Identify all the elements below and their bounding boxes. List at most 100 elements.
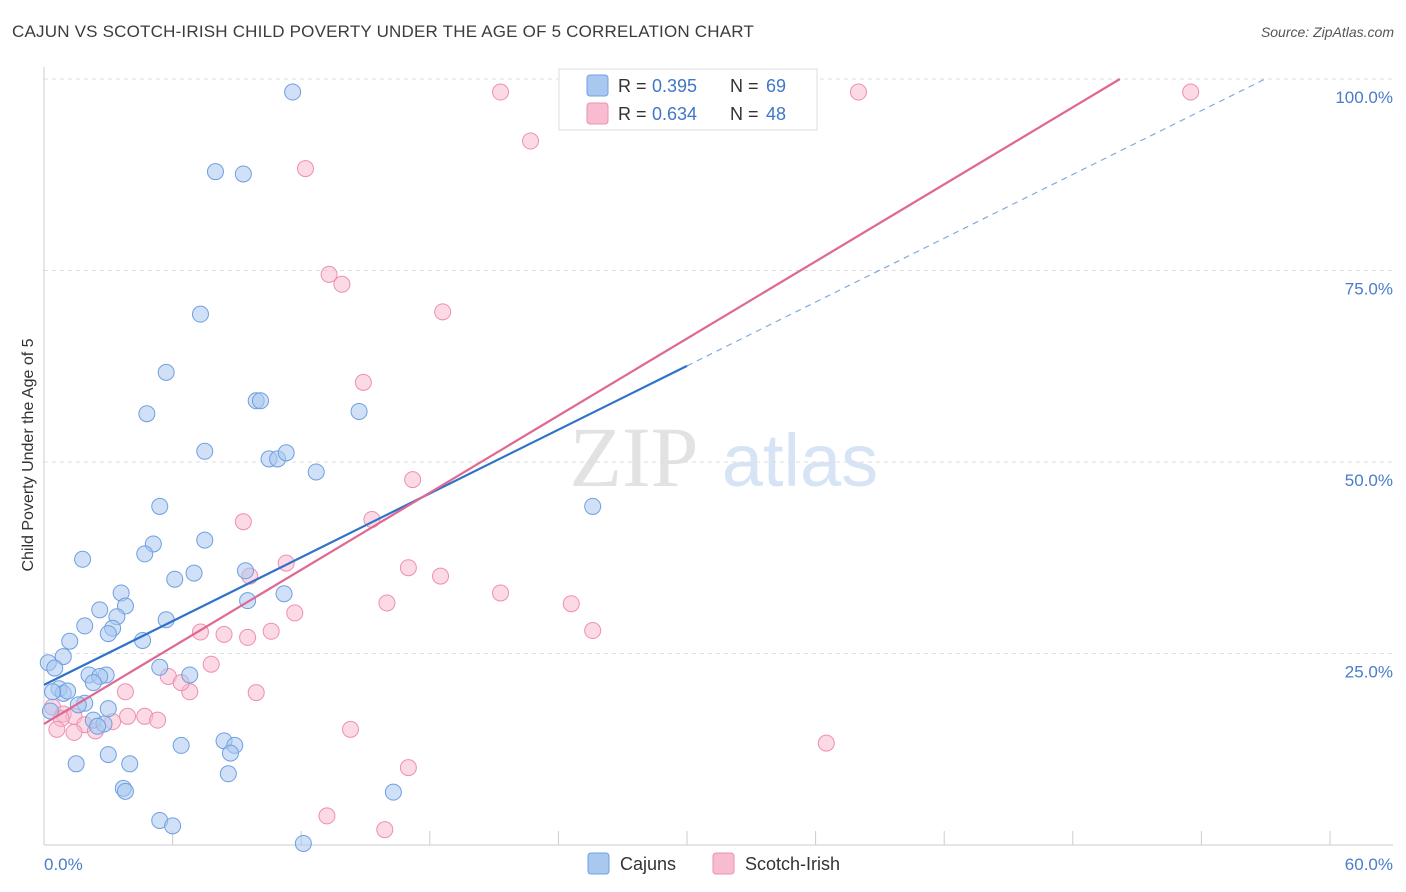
bottom-legend-swatch-cajuns — [587, 852, 610, 875]
cajun-point — [89, 717, 107, 735]
scotch-irish-point — [584, 622, 602, 640]
scotch-irish-point — [318, 807, 336, 825]
cajun-point — [151, 658, 169, 676]
scotch-irish-point — [320, 265, 338, 283]
cajun-point — [277, 444, 295, 462]
cajun-point — [74, 550, 92, 568]
scotch-irish-point — [434, 303, 452, 321]
cajun-point — [121, 755, 139, 773]
scotch-irish-point — [341, 720, 359, 738]
legend-r-label-cajuns: R = — [618, 76, 647, 96]
cajun-point — [584, 497, 602, 515]
cajun-point — [236, 562, 254, 580]
cajun-point — [164, 817, 182, 835]
cajun-trend-line-extension — [686, 78, 1266, 367]
scotch-irish-point — [234, 513, 252, 531]
cajun-point — [67, 755, 85, 773]
bottom-legend-label-scotch-irish: Scotch-Irish — [745, 854, 840, 874]
scotch-irish-point — [432, 567, 450, 585]
cajun-point — [136, 545, 154, 563]
scotch-irish-point — [1182, 83, 1200, 101]
bottom-legend-label-cajuns: Cajuns — [620, 854, 676, 874]
scotch-irish-trend-line — [43, 78, 1121, 725]
scotch-irish-point — [522, 132, 540, 150]
cajun-point — [219, 765, 237, 783]
legend-box: R = 0.395 N = 69 R = 0.634 N = 48 — [558, 68, 818, 131]
scotch-irish-point — [247, 684, 265, 702]
cajun-point — [76, 617, 94, 635]
cajun-point — [191, 305, 209, 323]
legend-n-value-cajuns: 69 — [766, 76, 786, 96]
legend-n-value-scotch-irish: 48 — [766, 104, 786, 124]
cajun-trend-line — [43, 364, 688, 686]
watermark-atlas: atlas — [722, 419, 878, 502]
cajun-point — [99, 746, 117, 764]
cajun-point — [350, 402, 368, 420]
cajun-point — [44, 683, 62, 701]
cajun-point — [221, 744, 239, 762]
legend-r-value-scotch-irish: 0.634 — [652, 104, 697, 124]
bottom-legend: Cajuns Scotch-Irish — [587, 852, 840, 875]
cajun-point — [138, 405, 156, 423]
scotch-irish-point — [116, 683, 134, 701]
y-tick-label: 50.0% — [1345, 471, 1393, 490]
scotch-irish-point — [849, 83, 867, 101]
legend-swatch-cajuns — [586, 74, 609, 97]
cajun-point — [294, 834, 312, 852]
cajun-point — [172, 736, 190, 754]
legend-swatch-scotch-irish — [586, 102, 609, 125]
y-axis-title: Child Poverty Under the Age of 5 — [20, 338, 37, 571]
x-tick-min: 0.0% — [44, 855, 83, 874]
cajun-point — [307, 463, 325, 481]
cajun-point — [99, 625, 117, 643]
cajun-point — [234, 165, 252, 183]
cajun-point — [59, 682, 77, 700]
cajun-point — [181, 666, 199, 684]
legend-r-label-scotch-irish: R = — [618, 104, 647, 124]
scotch-irish-point — [239, 628, 257, 646]
legend-n-label-scotch-irish: N = — [730, 104, 759, 124]
axes — [43, 67, 1393, 846]
cajun-point — [275, 585, 293, 603]
cajun-point — [206, 163, 224, 181]
cajun-point — [196, 442, 214, 460]
cajun-point — [91, 601, 109, 619]
scotch-irish-point — [333, 275, 351, 293]
cajun-point — [116, 782, 134, 800]
scotch-irish-point — [48, 720, 66, 738]
scotch-irish-point — [119, 707, 137, 725]
scotch-irish-point — [149, 711, 167, 729]
scotch-irish-point — [378, 594, 396, 612]
bottom-legend-swatch-scotch-irish — [712, 852, 735, 875]
scotch-irish-point — [399, 559, 417, 577]
source-label: Source: ZipAtlas.com — [1260, 24, 1394, 40]
cajun-point — [166, 570, 184, 588]
cajun-point — [99, 700, 117, 718]
cajun-point — [46, 659, 64, 677]
scotch-irish-point — [376, 821, 394, 839]
scotch-irish-point — [562, 595, 580, 613]
cajun-point — [54, 648, 72, 666]
scotch-irish-point — [296, 160, 314, 178]
scotch-irish-point — [262, 622, 280, 640]
trend-lines — [43, 78, 1266, 725]
scotch-irish-point — [492, 584, 510, 602]
scotch-irish-point — [286, 604, 304, 622]
scotch-irish-point — [404, 471, 422, 489]
legend-r-value-cajuns: 0.395 — [652, 76, 697, 96]
y-tick-labels: 100.0% 75.0% 50.0% 25.0% — [1335, 88, 1393, 682]
watermark: ZIP atlas — [570, 409, 879, 505]
cajun-points — [39, 83, 602, 852]
watermark-zip: ZIP — [570, 409, 699, 505]
x-tick-max: 60.0% — [1345, 855, 1393, 874]
cajun-point — [151, 497, 169, 515]
cajun-point — [185, 564, 203, 582]
cajun-point — [284, 83, 302, 101]
cajun-point — [384, 783, 402, 801]
scotch-irish-point — [354, 373, 372, 391]
scotch-irish-point — [65, 723, 83, 741]
cajun-point — [84, 674, 102, 692]
y-tick-label: 75.0% — [1345, 280, 1393, 299]
legend-n-label-cajuns: N = — [730, 76, 759, 96]
scotch-irish-points — [44, 83, 1200, 839]
